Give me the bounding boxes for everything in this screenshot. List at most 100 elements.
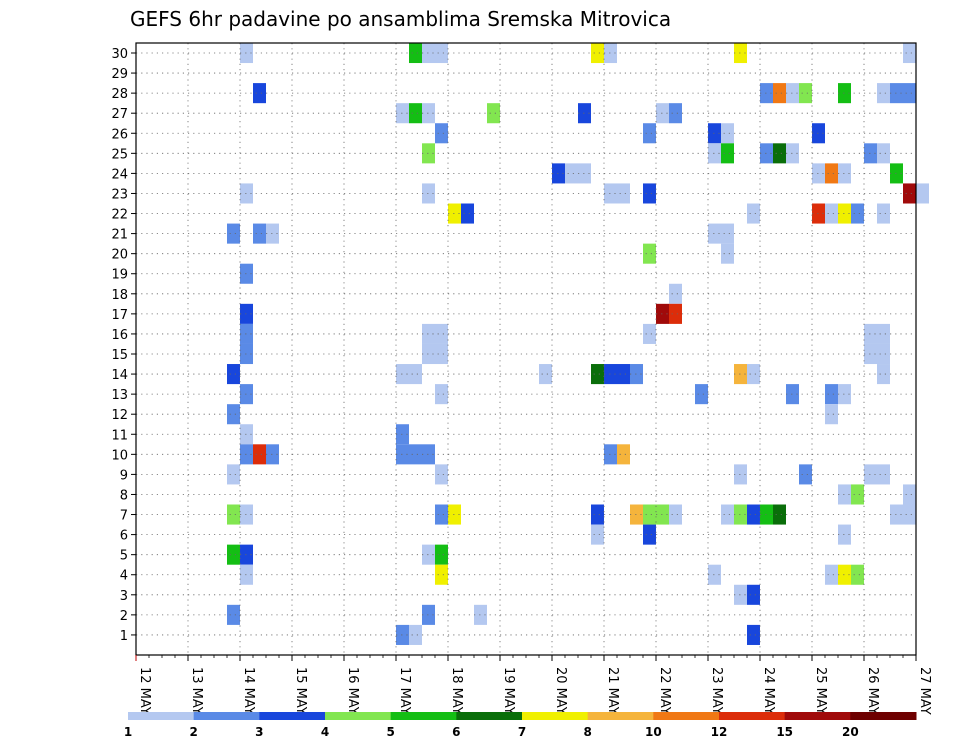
y-tick-label: 28 — [111, 87, 128, 102]
precip-cell — [448, 203, 461, 224]
precip-cell — [240, 444, 253, 465]
precip-cell — [266, 444, 279, 465]
colorbar-label: 2 — [189, 725, 197, 739]
precip-cell — [825, 564, 838, 585]
precip-cell — [422, 323, 435, 344]
colorbar-swatch — [390, 712, 457, 720]
precip-cell — [656, 504, 669, 525]
precip-cell — [864, 343, 877, 365]
precip-cell — [266, 223, 279, 244]
x-tick-label: 14 MAY — [241, 667, 256, 715]
colorbar-label: 7 — [518, 725, 526, 739]
precip-cell — [591, 504, 604, 525]
colorbar-label: 12 — [711, 725, 728, 739]
y-tick-label: 5 — [120, 549, 128, 564]
precip-cell — [812, 123, 825, 144]
colorbar-label: 6 — [452, 725, 460, 739]
x-tick-label: 24 MAY — [761, 667, 776, 715]
colorbar-label: 10 — [645, 725, 662, 739]
precip-cell — [825, 163, 838, 184]
precip-cell — [721, 243, 734, 264]
precip-cell — [669, 283, 682, 304]
precip-cell — [435, 544, 448, 565]
colorbar-swatch — [653, 712, 720, 720]
precipitation-cells — [227, 42, 929, 645]
y-axis-member-labels: 1234567891011121314151617181920212223242… — [111, 47, 136, 644]
precip-cell — [773, 504, 786, 525]
precip-cell — [253, 223, 266, 244]
precip-cell — [747, 364, 760, 385]
precip-cell — [422, 42, 435, 64]
precip-cell — [435, 564, 448, 585]
precip-cell — [838, 83, 851, 104]
precip-cell — [903, 42, 916, 64]
precip-cell — [669, 504, 682, 525]
precip-cell — [227, 364, 240, 385]
precip-cell — [396, 624, 409, 645]
y-tick-label: 21 — [111, 228, 128, 243]
x-tick-label: 20 MAY — [553, 667, 568, 715]
colorbar-swatch — [128, 712, 195, 720]
colorbar-label: 5 — [386, 725, 394, 739]
precip-cell — [825, 384, 838, 405]
precip-cell — [578, 163, 591, 184]
precip-cell — [877, 143, 890, 164]
colorbar-label: 8 — [583, 725, 591, 739]
colorbar-label: 4 — [321, 725, 329, 739]
precip-cell — [227, 504, 240, 525]
precip-cell — [240, 544, 253, 565]
precip-cell — [747, 203, 760, 224]
colorbar-swatch — [325, 712, 392, 720]
y-tick-label: 14 — [111, 368, 128, 383]
precip-cell — [409, 624, 422, 645]
colorbar-swatch — [522, 712, 589, 720]
precip-cell — [240, 263, 253, 284]
y-tick-label: 13 — [111, 388, 128, 403]
precip-cell — [253, 83, 266, 104]
precip-cell — [552, 163, 565, 184]
precip-cell — [721, 223, 734, 244]
precip-cell — [227, 604, 240, 625]
precip-cell — [669, 303, 682, 324]
precip-cell — [435, 464, 448, 485]
precip-cell — [760, 83, 773, 104]
x-tick-label: 21 MAY — [605, 667, 620, 715]
precip-cell — [643, 243, 656, 264]
x-tick-label: 26 MAY — [865, 667, 880, 715]
precip-cell — [409, 42, 422, 64]
y-tick-label: 12 — [111, 408, 128, 423]
precip-cell — [786, 143, 799, 164]
precip-cell — [448, 504, 461, 525]
precip-cell — [747, 624, 760, 645]
precip-cell — [773, 143, 786, 164]
y-tick-label: 11 — [111, 428, 128, 443]
precip-cell — [227, 544, 240, 565]
y-tick-label: 15 — [111, 348, 128, 363]
y-tick-label: 9 — [120, 468, 128, 483]
precip-cell — [253, 444, 266, 465]
precip-cell — [864, 323, 877, 344]
y-tick-label: 8 — [120, 488, 128, 503]
precip-cell — [656, 303, 669, 324]
precip-cell — [812, 163, 825, 184]
x-tick-label: 18 MAY — [449, 667, 464, 715]
colorbar-label: 20 — [842, 725, 859, 739]
precip-cell — [656, 103, 669, 124]
y-tick-label: 18 — [111, 288, 128, 303]
precip-cell — [877, 323, 890, 344]
precip-cell — [773, 83, 786, 104]
precip-cell — [734, 464, 747, 485]
precip-cell — [604, 42, 617, 64]
x-tick-label: 15 MAY — [293, 667, 308, 715]
precip-cell — [786, 384, 799, 405]
y-tick-label: 22 — [111, 208, 128, 223]
colorbar-label: 3 — [255, 725, 263, 739]
precip-cell — [591, 524, 604, 545]
precip-cell — [565, 163, 578, 184]
x-tick-label: 12 MAY — [137, 667, 152, 715]
y-tick-label: 7 — [120, 509, 128, 524]
y-tick-label: 29 — [111, 67, 128, 82]
precip-cell — [916, 183, 929, 204]
y-tick-label: 25 — [111, 147, 128, 162]
precip-cell — [708, 223, 721, 244]
